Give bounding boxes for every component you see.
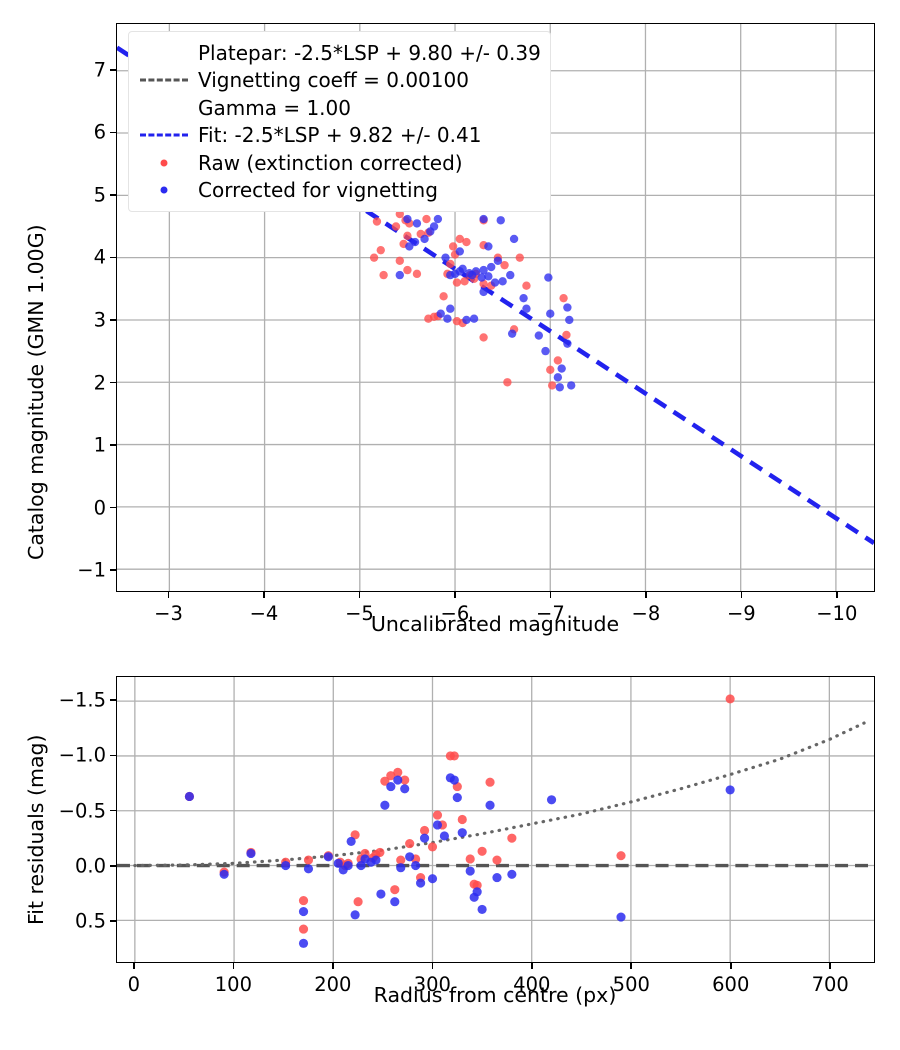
y-tick-mark	[110, 809, 116, 812]
legend-red-marker-icon	[138, 152, 190, 174]
y-tick-mark	[110, 444, 116, 446]
y-tick-mark	[110, 381, 116, 384]
legend-dashed-gray-line-icon	[138, 69, 190, 91]
x-tick-label: 700	[811, 973, 849, 996]
legend-item-label: Gamma = 1.00	[198, 95, 351, 120]
x-tick-label: 600	[712, 973, 750, 996]
legend-item-label: Platepar: -2.5*LSP + 9.80 +/- 0.39	[198, 40, 541, 65]
series-raw-extinction-corrected	[184, 694, 735, 934]
y-tick-label: 2	[93, 370, 106, 394]
series-corrected-for-vignetting	[184, 773, 735, 948]
y-tick-label: 0	[93, 495, 106, 519]
bottom-x-axis-label: Radius from centre (px)	[373, 983, 617, 1007]
y-tick-label: 0.0	[74, 854, 106, 878]
y-tick-label: −1.5	[58, 688, 106, 712]
x-tick-label: 200	[314, 973, 352, 996]
x-tick-label: −3	[154, 602, 183, 625]
circle-marker-icon	[160, 186, 168, 194]
legend-item: Gamma = 1.00	[138, 94, 541, 122]
fit-residuals-canvas	[117, 677, 874, 962]
x-tick-label: 400	[513, 973, 551, 996]
x-tick-mark	[645, 592, 647, 598]
y-tick-label: 3	[93, 308, 106, 332]
y-tick-label: 5	[93, 183, 106, 207]
legend-item: Fit: -2.5*LSP + 9.82 +/- 0.41	[138, 122, 541, 150]
x-tick-mark	[836, 592, 838, 598]
legend-item: Raw (extinction corrected)	[138, 149, 541, 177]
y-tick-mark	[110, 920, 116, 922]
x-tick-label: −8	[631, 602, 661, 625]
x-tick-mark	[729, 963, 732, 969]
x-tick-label: 500	[612, 973, 650, 996]
circle-marker-icon	[160, 159, 168, 167]
y-tick-mark	[110, 256, 116, 259]
series-corrected-for-vignetting	[395, 214, 576, 392]
y-tick-mark	[110, 506, 116, 509]
legend-item-label: Fit: -2.5*LSP + 9.82 +/- 0.41	[198, 123, 482, 148]
x-tick-mark	[829, 963, 832, 969]
x-tick-mark	[332, 963, 334, 969]
series-raw-extinction-corrected	[369, 209, 571, 390]
y-tick-label: 1	[93, 433, 106, 457]
y-tick-label: 4	[93, 245, 106, 269]
bottom-y-axis-label: Fit residuals (mag)	[24, 734, 48, 925]
y-tick-mark	[110, 69, 116, 71]
x-tick-mark	[358, 592, 361, 598]
fit-residuals-plot	[116, 676, 875, 963]
x-tick-mark	[531, 963, 533, 969]
x-tick-label: −7	[536, 602, 565, 625]
x-tick-label: 300	[413, 973, 451, 996]
x-tick-label: −5	[345, 602, 374, 625]
legend-item-label: Raw (extinction corrected)	[198, 150, 463, 175]
legend-empty-handle	[138, 42, 190, 64]
y-tick-label: −1	[77, 558, 106, 582]
y-tick-mark	[110, 569, 116, 571]
legend-dashed-blue-line-icon	[138, 124, 190, 146]
y-tick-mark	[110, 699, 116, 702]
x-tick-mark	[431, 963, 434, 969]
x-tick-mark	[263, 592, 265, 598]
x-tick-mark	[232, 963, 235, 969]
x-tick-label: 0	[127, 973, 141, 996]
y-tick-mark	[110, 131, 116, 134]
y-tick-label: 0.5	[74, 909, 106, 933]
legend-blue-marker-icon	[138, 179, 190, 201]
y-tick-label: −0.5	[58, 798, 106, 822]
y-tick-mark	[110, 319, 116, 321]
legend-item: Corrected for vignetting	[138, 177, 541, 205]
x-tick-mark	[630, 963, 633, 969]
y-tick-mark	[110, 194, 116, 196]
x-tick-mark	[167, 592, 170, 598]
dashed-line-icon	[140, 133, 188, 137]
x-tick-mark	[454, 592, 456, 598]
legend-item: Vignetting coeff = 0.00100	[138, 67, 541, 95]
x-tick-label: −9	[726, 602, 756, 625]
y-tick-label: 6	[93, 120, 106, 144]
x-tick-mark	[133, 963, 135, 969]
legend-item: Platepar: -2.5*LSP + 9.80 +/- 0.39	[138, 39, 541, 67]
y-tick-mark	[110, 754, 116, 757]
x-tick-mark	[549, 592, 552, 598]
y-tick-label: 7	[93, 58, 106, 82]
plot-legend: Platepar: -2.5*LSP + 9.80 +/- 0.39 Vignet…	[128, 31, 551, 212]
legend-item-label: Vignetting coeff = 0.00100	[198, 68, 469, 93]
x-tick-label: −10	[816, 602, 858, 625]
top-x-axis-label: Uncalibrated magnitude	[370, 612, 620, 636]
dashed-line-icon	[140, 78, 188, 82]
x-tick-label: 100	[214, 973, 252, 996]
y-tick-mark	[110, 865, 116, 867]
top-y-axis-label: Catalog magnitude (GMN 1.00G)	[24, 224, 48, 560]
x-tick-label: −4	[249, 602, 279, 625]
legend-empty-handle	[138, 97, 190, 119]
y-tick-label: −1.0	[58, 743, 106, 767]
x-tick-label: −6	[440, 602, 470, 625]
legend-item-label: Corrected for vignetting	[198, 178, 438, 203]
x-tick-mark	[740, 592, 743, 598]
